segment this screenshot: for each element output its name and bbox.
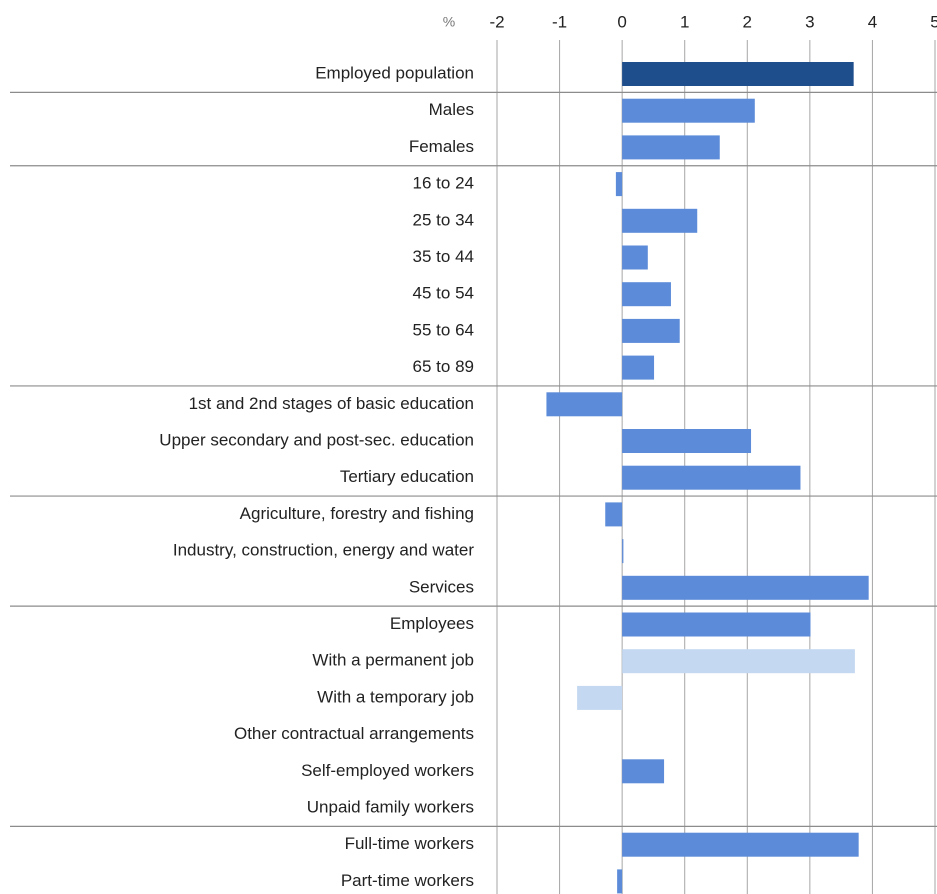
bar bbox=[546, 392, 623, 417]
bar bbox=[622, 429, 752, 453]
y-tick-label: 55 to 64 bbox=[413, 320, 474, 339]
bar bbox=[615, 172, 623, 197]
y-tick-label: Females bbox=[409, 137, 474, 156]
bar bbox=[577, 685, 623, 710]
y-tick-label: Self-employed workers bbox=[301, 761, 474, 780]
x-tick-label: 5 bbox=[930, 12, 937, 31]
y-tick-label: Tertiary education bbox=[340, 467, 474, 486]
bar bbox=[622, 832, 859, 857]
bar bbox=[622, 612, 811, 637]
bar bbox=[605, 502, 623, 527]
y-tick-label: 25 to 34 bbox=[413, 210, 474, 229]
y-tick-label: 45 to 54 bbox=[413, 284, 474, 303]
y-tick-label: Employed population bbox=[315, 63, 474, 82]
bar bbox=[622, 208, 698, 233]
bar bbox=[617, 869, 623, 894]
y-tick-label: Services bbox=[409, 577, 474, 596]
y-tick-label: Industry, construction, energy and water bbox=[173, 541, 474, 560]
y-tick-label: With a temporary job bbox=[317, 687, 474, 706]
x-tick-label: 2 bbox=[743, 12, 752, 31]
x-tick-label: 0 bbox=[617, 12, 626, 31]
x-tick-label: 4 bbox=[868, 12, 877, 31]
x-tick-label: 1 bbox=[680, 12, 689, 31]
x-tick-label: -1 bbox=[552, 12, 567, 31]
y-tick-label: Agriculture, forestry and fishing bbox=[240, 504, 474, 523]
x-tick-label: 3 bbox=[805, 12, 814, 31]
bar bbox=[622, 649, 855, 674]
y-tick-label: 35 to 44 bbox=[413, 247, 474, 266]
y-tick-label: Unpaid family workers bbox=[307, 797, 474, 816]
y-tick-label: Part-time workers bbox=[341, 871, 474, 890]
y-tick-label: 65 to 89 bbox=[413, 357, 474, 376]
y-tick-label: Other contractual arrangements bbox=[234, 724, 474, 743]
bar bbox=[622, 465, 801, 490]
y-tick-label: 16 to 24 bbox=[413, 174, 474, 193]
bar bbox=[622, 575, 869, 600]
bar bbox=[622, 245, 648, 270]
bar bbox=[622, 98, 755, 123]
x-tick-label: -2 bbox=[489, 12, 504, 31]
y-tick-label: Upper secondary and post-sec. education bbox=[159, 430, 474, 449]
bar bbox=[622, 355, 655, 380]
y-tick-label: 1st and 2nd stages of basic education bbox=[189, 394, 474, 413]
x-unit-label: % bbox=[443, 14, 455, 30]
y-tick-label: Males bbox=[429, 100, 474, 119]
bar bbox=[622, 539, 624, 564]
bar bbox=[622, 62, 854, 86]
y-tick-label: Employees bbox=[390, 614, 474, 633]
bar bbox=[622, 282, 671, 307]
y-tick-label: With a permanent job bbox=[312, 651, 474, 670]
bar bbox=[622, 135, 720, 160]
bar bbox=[622, 759, 665, 784]
bar bbox=[622, 318, 680, 343]
y-tick-label: Full-time workers bbox=[345, 834, 474, 853]
